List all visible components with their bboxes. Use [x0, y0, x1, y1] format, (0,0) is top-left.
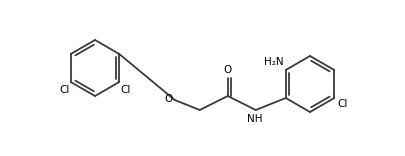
Text: O: O [164, 94, 173, 104]
Text: O: O [224, 65, 232, 75]
Text: Cl: Cl [60, 85, 70, 95]
Text: NH: NH [247, 114, 262, 124]
Text: H₂N: H₂N [264, 57, 284, 67]
Text: Cl: Cl [120, 85, 131, 95]
Text: Cl: Cl [337, 99, 347, 109]
